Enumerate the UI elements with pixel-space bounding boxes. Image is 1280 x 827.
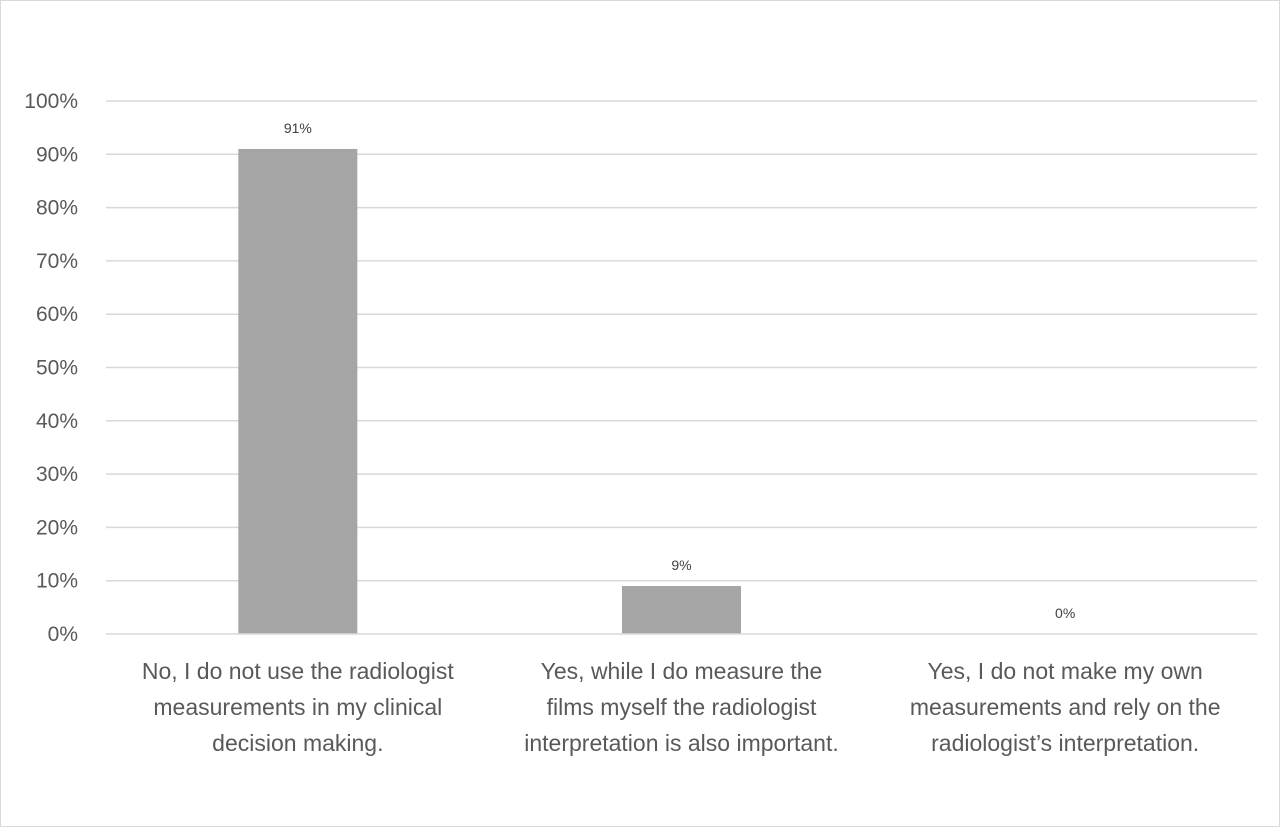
y-tick-label: 80% xyxy=(36,197,78,220)
y-tick-label: 0% xyxy=(48,623,78,646)
category-label-line: decision making. xyxy=(212,730,384,756)
category-label-line: Yes, while I do measure the xyxy=(540,658,823,684)
data-label: 0% xyxy=(1055,605,1075,621)
category-label-line: Yes, I do not make my own xyxy=(927,658,1203,684)
bar xyxy=(238,148,358,634)
y-tick-label: 60% xyxy=(36,303,78,326)
category-label-line: No, I do not use the radiologist xyxy=(141,658,454,684)
data-label: 9% xyxy=(671,557,691,573)
y-tick-label: 90% xyxy=(36,143,78,166)
data-labels: 91% 9% 0% xyxy=(284,120,1075,621)
y-tick-label: 50% xyxy=(36,357,78,380)
category-label-line: interpretation is also important. xyxy=(524,730,839,756)
category-label: Yes, while I do measure the films myself … xyxy=(487,653,877,761)
category-label: No, I do not use the radiologist measurem… xyxy=(103,653,493,761)
bar xyxy=(622,586,741,634)
category-label-line: radiologist’s interpretation. xyxy=(931,730,1200,756)
y-tick-label: 100% xyxy=(24,90,78,113)
y-axis-ticks: 0% 10% 20% 30% 40% 50% 60% 70% 80% 90% 100% xyxy=(24,90,78,646)
category-label-line: measurements in my clinical xyxy=(153,694,443,720)
category-label: Yes, I do not make my own measurements an… xyxy=(870,653,1260,761)
category-label-line: measurements and rely on the xyxy=(909,694,1221,720)
bars xyxy=(238,148,741,634)
y-tick-label: 20% xyxy=(36,516,78,539)
y-tick-label: 40% xyxy=(36,410,78,433)
category-label-line: films myself the radiologist xyxy=(546,694,817,720)
y-tick-label: 70% xyxy=(36,250,78,273)
y-tick-label: 30% xyxy=(36,463,78,486)
y-tick-label: 10% xyxy=(36,570,78,593)
data-label: 91% xyxy=(284,120,312,136)
